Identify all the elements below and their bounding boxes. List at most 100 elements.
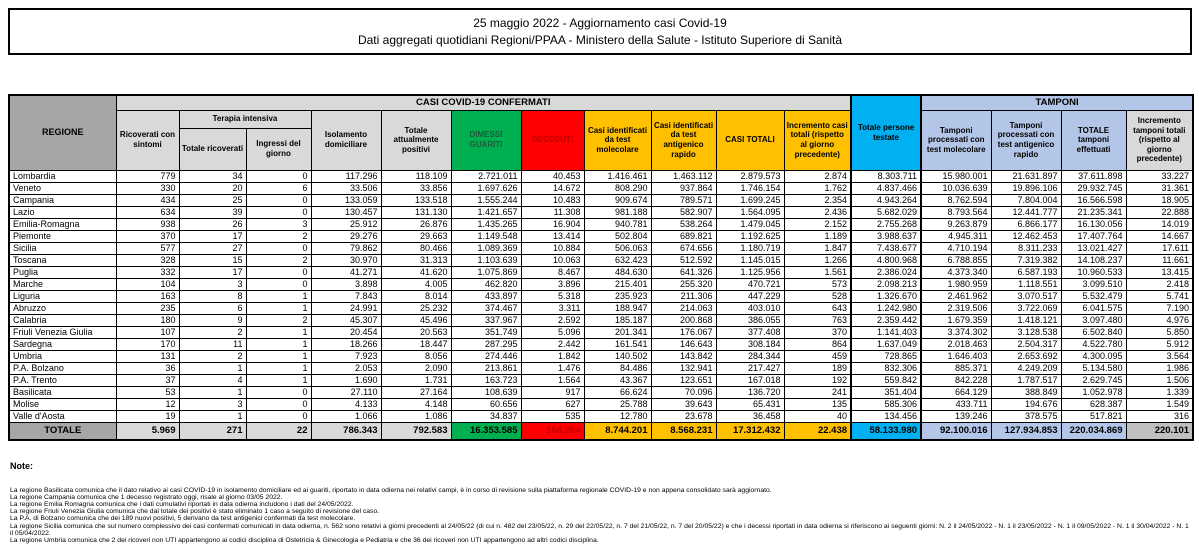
table-row: Abruzzo 235 6 1 24.991 25.232 374.467 3.311 188.… [8, 301, 1194, 315]
value-cell: 2.592 [520, 313, 585, 327]
value-cell: 43.367 [583, 373, 652, 387]
value-cell: 1.125.956 [715, 265, 785, 279]
value-cell: 370 [115, 229, 180, 243]
value-cell: 502.804 [583, 229, 652, 243]
region-name-cell: Marche [8, 277, 117, 291]
value-cell: 29.932.745 [1060, 181, 1127, 195]
value-cell: 18.447 [380, 337, 452, 351]
value-cell: 377.408 [715, 325, 785, 339]
value-cell: 19 [115, 409, 180, 423]
value-cell: 17 [178, 265, 247, 279]
value-cell: 213.861 [450, 361, 522, 375]
value-cell: 8.762.594 [920, 193, 992, 207]
value-cell: 12.780 [583, 409, 652, 423]
value-cell: 3.070.517 [990, 289, 1062, 303]
value-cell: 13.414 [520, 229, 585, 243]
value-cell: 1 [245, 373, 312, 387]
value-cell: 374.467 [450, 301, 522, 315]
value-cell: 34 [178, 169, 247, 183]
value-cell: 27.110 [310, 385, 382, 399]
col-header-dimessi-guariti: DIMESSI GUARITI [450, 109, 522, 171]
value-cell: 2.090 [380, 361, 452, 375]
value-cell: 45.496 [380, 313, 452, 327]
total-value-cell: 92.100.016 [920, 421, 992, 440]
value-cell: 39.643 [650, 397, 717, 411]
value-cell: 1.075.869 [450, 265, 522, 279]
value-cell: 2.755.268 [850, 217, 923, 231]
value-cell: 79.862 [310, 241, 382, 255]
value-cell: 332 [115, 265, 180, 279]
value-cell: 433.897 [450, 289, 522, 303]
value-cell: 517.821 [1060, 409, 1127, 423]
col-header-isolamento: Isolamento domiciliare [310, 109, 382, 171]
value-cell: 470.721 [715, 277, 785, 291]
value-cell: 2.359.442 [850, 313, 923, 327]
col-header-ti-ingressi: Ingressi del giorno [245, 127, 312, 171]
value-cell: 131 [115, 349, 180, 363]
value-cell: 378.575 [990, 409, 1062, 423]
value-cell: 7.923 [310, 349, 382, 363]
value-cell: 10.483 [520, 193, 585, 207]
col-header-persone-testate: Totale persone testate [850, 94, 923, 171]
value-cell: 1.697.626 [450, 181, 522, 195]
value-cell: 33.227 [1125, 169, 1194, 183]
value-cell: 4.133 [310, 397, 382, 411]
value-cell: 1.561 [783, 265, 852, 279]
value-cell: 5.134.580 [1060, 361, 1127, 375]
value-cell: 1 [178, 409, 247, 423]
value-cell: 136.720 [715, 385, 785, 399]
value-cell: 9 [178, 313, 247, 327]
value-cell: 200.868 [650, 313, 717, 327]
value-cell: 4.837.466 [850, 181, 923, 195]
value-cell: 130.457 [310, 205, 382, 219]
value-cell: 7.804.004 [990, 193, 1062, 207]
value-cell: 17 [178, 229, 247, 243]
value-cell: 11.661 [1125, 253, 1194, 267]
table-row: Calabria 180 9 2 45.307 45.496 337.967 2.592 185… [8, 313, 1194, 327]
value-cell: 8 [178, 289, 247, 303]
value-cell: 370 [783, 325, 852, 339]
col-header-tamponi-totale: TOTALE tamponi effettuati [1060, 109, 1127, 171]
total-value-cell: 22 [245, 421, 312, 440]
value-cell: 8.467 [520, 265, 585, 279]
value-cell: 808.290 [583, 181, 652, 195]
value-cell: 2 [245, 253, 312, 267]
covid-data-table: REGIONE CASI COVID-19 CONFERMATI Totale … [8, 94, 1195, 441]
value-cell: 434 [115, 193, 180, 207]
value-cell: 274.446 [450, 349, 522, 363]
value-cell: 1.690 [310, 373, 382, 387]
value-cell: 1.555.244 [450, 193, 522, 207]
value-cell: 107 [115, 325, 180, 339]
value-cell: 1.189 [783, 229, 852, 243]
value-cell: 1.549 [1125, 397, 1194, 411]
table-row: Campania 434 25 0 133.059 133.518 1.555.244 10.… [8, 193, 1194, 207]
value-cell: 10.960.533 [1060, 265, 1127, 279]
value-cell: 4.249.209 [990, 361, 1062, 375]
value-cell: 3.311 [520, 301, 585, 315]
value-cell: 8.311.233 [990, 241, 1062, 255]
value-cell: 235.923 [583, 289, 652, 303]
value-cell: 1.564 [520, 373, 585, 387]
value-cell: 1.435.265 [450, 217, 522, 231]
value-cell: 194.676 [990, 397, 1062, 411]
value-cell: 118.109 [380, 169, 452, 183]
value-cell: 17.407.764 [1060, 229, 1127, 243]
value-cell: 3.128.538 [990, 325, 1062, 339]
value-cell: 3 [245, 217, 312, 231]
total-value-cell: 792.583 [380, 421, 452, 440]
value-cell: 1.141.403 [850, 325, 923, 339]
value-cell: 1.089.369 [450, 241, 522, 255]
value-cell: 1 [245, 361, 312, 375]
value-cell: 1.506 [1125, 373, 1194, 387]
value-cell: 5.096 [520, 325, 585, 339]
value-cell: 1.416.461 [583, 169, 652, 183]
value-cell: 217.427 [715, 361, 785, 375]
value-cell: 1.699.245 [715, 193, 785, 207]
value-cell: 18.266 [310, 337, 382, 351]
notes-section: Note: La regione Basilicata comunica che… [10, 461, 1199, 545]
value-cell: 17.611 [1125, 241, 1194, 255]
value-cell: 29.276 [310, 229, 382, 243]
value-cell: 20.563 [380, 325, 452, 339]
value-cell: 1.118.551 [990, 277, 1062, 291]
value-cell: 351.749 [450, 325, 522, 339]
